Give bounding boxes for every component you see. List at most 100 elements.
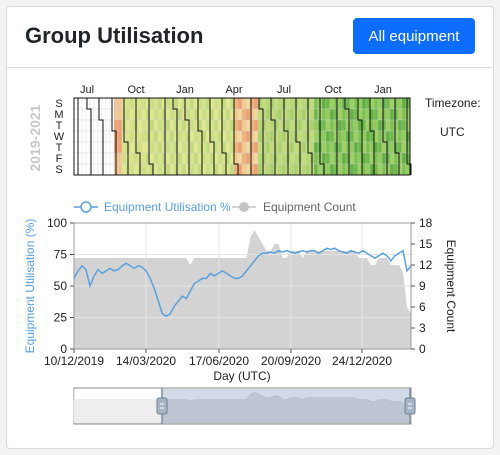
heatmap-cell[interactable] (393, 152, 399, 165)
heatmap-cell[interactable] (377, 152, 383, 165)
heatmap-cell[interactable] (345, 97, 351, 110)
heatmap-cell[interactable] (201, 108, 207, 121)
heatmap-cell[interactable] (77, 130, 83, 143)
heatmap-cell[interactable] (153, 119, 159, 132)
heatmap-cell[interactable] (253, 108, 259, 121)
heatmap-cell[interactable] (113, 119, 119, 132)
heatmap-cell[interactable] (225, 141, 231, 154)
heatmap-cell[interactable] (317, 163, 323, 176)
heatmap-cell[interactable] (341, 108, 347, 121)
heatmap-cell[interactable] (281, 163, 287, 176)
heatmap-cell[interactable] (165, 130, 171, 143)
heatmap-cell[interactable] (77, 141, 83, 154)
heatmap-cell[interactable] (301, 152, 307, 165)
heatmap-cell[interactable] (357, 130, 363, 143)
heatmap-cell[interactable] (73, 152, 79, 165)
heatmap-cell[interactable] (313, 108, 319, 121)
heatmap-cell[interactable] (309, 119, 315, 132)
heatmap-cell[interactable] (369, 97, 375, 110)
heatmap-cell[interactable] (365, 97, 371, 110)
heatmap-cell[interactable] (397, 141, 403, 154)
heatmap-cell[interactable] (365, 108, 371, 121)
heatmap-cell[interactable] (405, 163, 411, 176)
heatmap-cell[interactable] (81, 152, 87, 165)
heatmap-cell[interactable] (213, 97, 219, 110)
heatmap-cell[interactable] (289, 163, 295, 176)
heatmap-cell[interactable] (193, 119, 199, 132)
heatmap-cell[interactable] (73, 108, 79, 121)
heatmap-cell[interactable] (81, 163, 87, 176)
heatmap-cell[interactable] (109, 141, 115, 154)
heatmap-cell[interactable] (353, 130, 359, 143)
heatmap-cell[interactable] (225, 130, 231, 143)
heatmap-cell[interactable] (321, 97, 327, 110)
heatmap-cell[interactable] (297, 130, 303, 143)
heatmap-cell[interactable] (329, 152, 335, 165)
heatmap-cell[interactable] (157, 108, 163, 121)
heatmap-cell[interactable] (205, 163, 211, 176)
heatmap-cell[interactable] (401, 119, 407, 132)
heatmap-cell[interactable] (105, 152, 111, 165)
range-navigator[interactable] (73, 387, 416, 425)
heatmap-cell[interactable] (237, 119, 243, 132)
heatmap-cell[interactable] (189, 97, 195, 110)
heatmap-cell[interactable] (381, 141, 387, 154)
heatmap-cell[interactable] (341, 130, 347, 143)
heatmap-cell[interactable] (397, 119, 403, 132)
heatmap-cell[interactable] (401, 141, 407, 154)
heatmap-cell[interactable] (221, 141, 227, 154)
heatmap-cell[interactable] (349, 141, 355, 154)
heatmap-cell[interactable] (277, 141, 283, 154)
heatmap-cell[interactable] (153, 163, 159, 176)
heatmap-cell[interactable] (149, 97, 155, 110)
heatmap-cell[interactable] (337, 152, 343, 165)
heatmap-cell[interactable] (369, 130, 375, 143)
heatmap-cell[interactable] (129, 108, 135, 121)
heatmap-cell[interactable] (357, 163, 363, 176)
heatmap-cell[interactable] (173, 97, 179, 110)
heatmap-cell[interactable] (213, 152, 219, 165)
heatmap-cell[interactable] (85, 141, 91, 154)
heatmap-cell[interactable] (257, 141, 263, 154)
heatmap-cell[interactable] (97, 163, 103, 176)
heatmap-cell[interactable] (121, 163, 127, 176)
heatmap-cell[interactable] (197, 141, 203, 154)
heatmap-cell[interactable] (377, 130, 383, 143)
heatmap-cell[interactable] (377, 163, 383, 176)
heatmap-cell[interactable] (225, 108, 231, 121)
heatmap-cell[interactable] (189, 108, 195, 121)
heatmap-cell[interactable] (293, 152, 299, 165)
heatmap-cell[interactable] (257, 130, 263, 143)
heatmap-cell[interactable] (285, 108, 291, 121)
heatmap-cell[interactable] (241, 108, 247, 121)
heatmap-cell[interactable] (273, 108, 279, 121)
heatmap-cell[interactable] (245, 130, 251, 143)
heatmap-cell[interactable] (105, 130, 111, 143)
heatmap-cell[interactable] (201, 163, 207, 176)
heatmap-cell[interactable] (337, 163, 343, 176)
heatmap-cell[interactable] (117, 108, 123, 121)
heatmap-cell[interactable] (325, 108, 331, 121)
heatmap-cell[interactable] (401, 152, 407, 165)
heatmap-cell[interactable] (357, 108, 363, 121)
heatmap-cell[interactable] (101, 97, 107, 110)
heatmap-cell[interactable] (321, 108, 327, 121)
heatmap-cell[interactable] (401, 163, 407, 176)
heatmap-cell[interactable] (313, 141, 319, 154)
heatmap-cell[interactable] (217, 108, 223, 121)
heatmap-cell[interactable] (137, 130, 143, 143)
heatmap-cell[interactable] (245, 141, 251, 154)
heatmap-cell[interactable] (245, 97, 251, 110)
heatmap-cell[interactable] (281, 141, 287, 154)
heatmap-cell[interactable] (257, 108, 263, 121)
heatmap-cell[interactable] (325, 163, 331, 176)
legend-utilisation[interactable]: Equipment Utilisation % (74, 200, 231, 214)
heatmap-cell[interactable] (397, 130, 403, 143)
heatmap-cell[interactable] (177, 141, 183, 154)
heatmap-cell[interactable] (277, 152, 283, 165)
heatmap-cell[interactable] (97, 141, 103, 154)
heatmap-cell[interactable] (229, 163, 235, 176)
heatmap-cell[interactable] (185, 108, 191, 121)
heatmap-cell[interactable] (81, 141, 87, 154)
heatmap-cell[interactable] (205, 97, 211, 110)
